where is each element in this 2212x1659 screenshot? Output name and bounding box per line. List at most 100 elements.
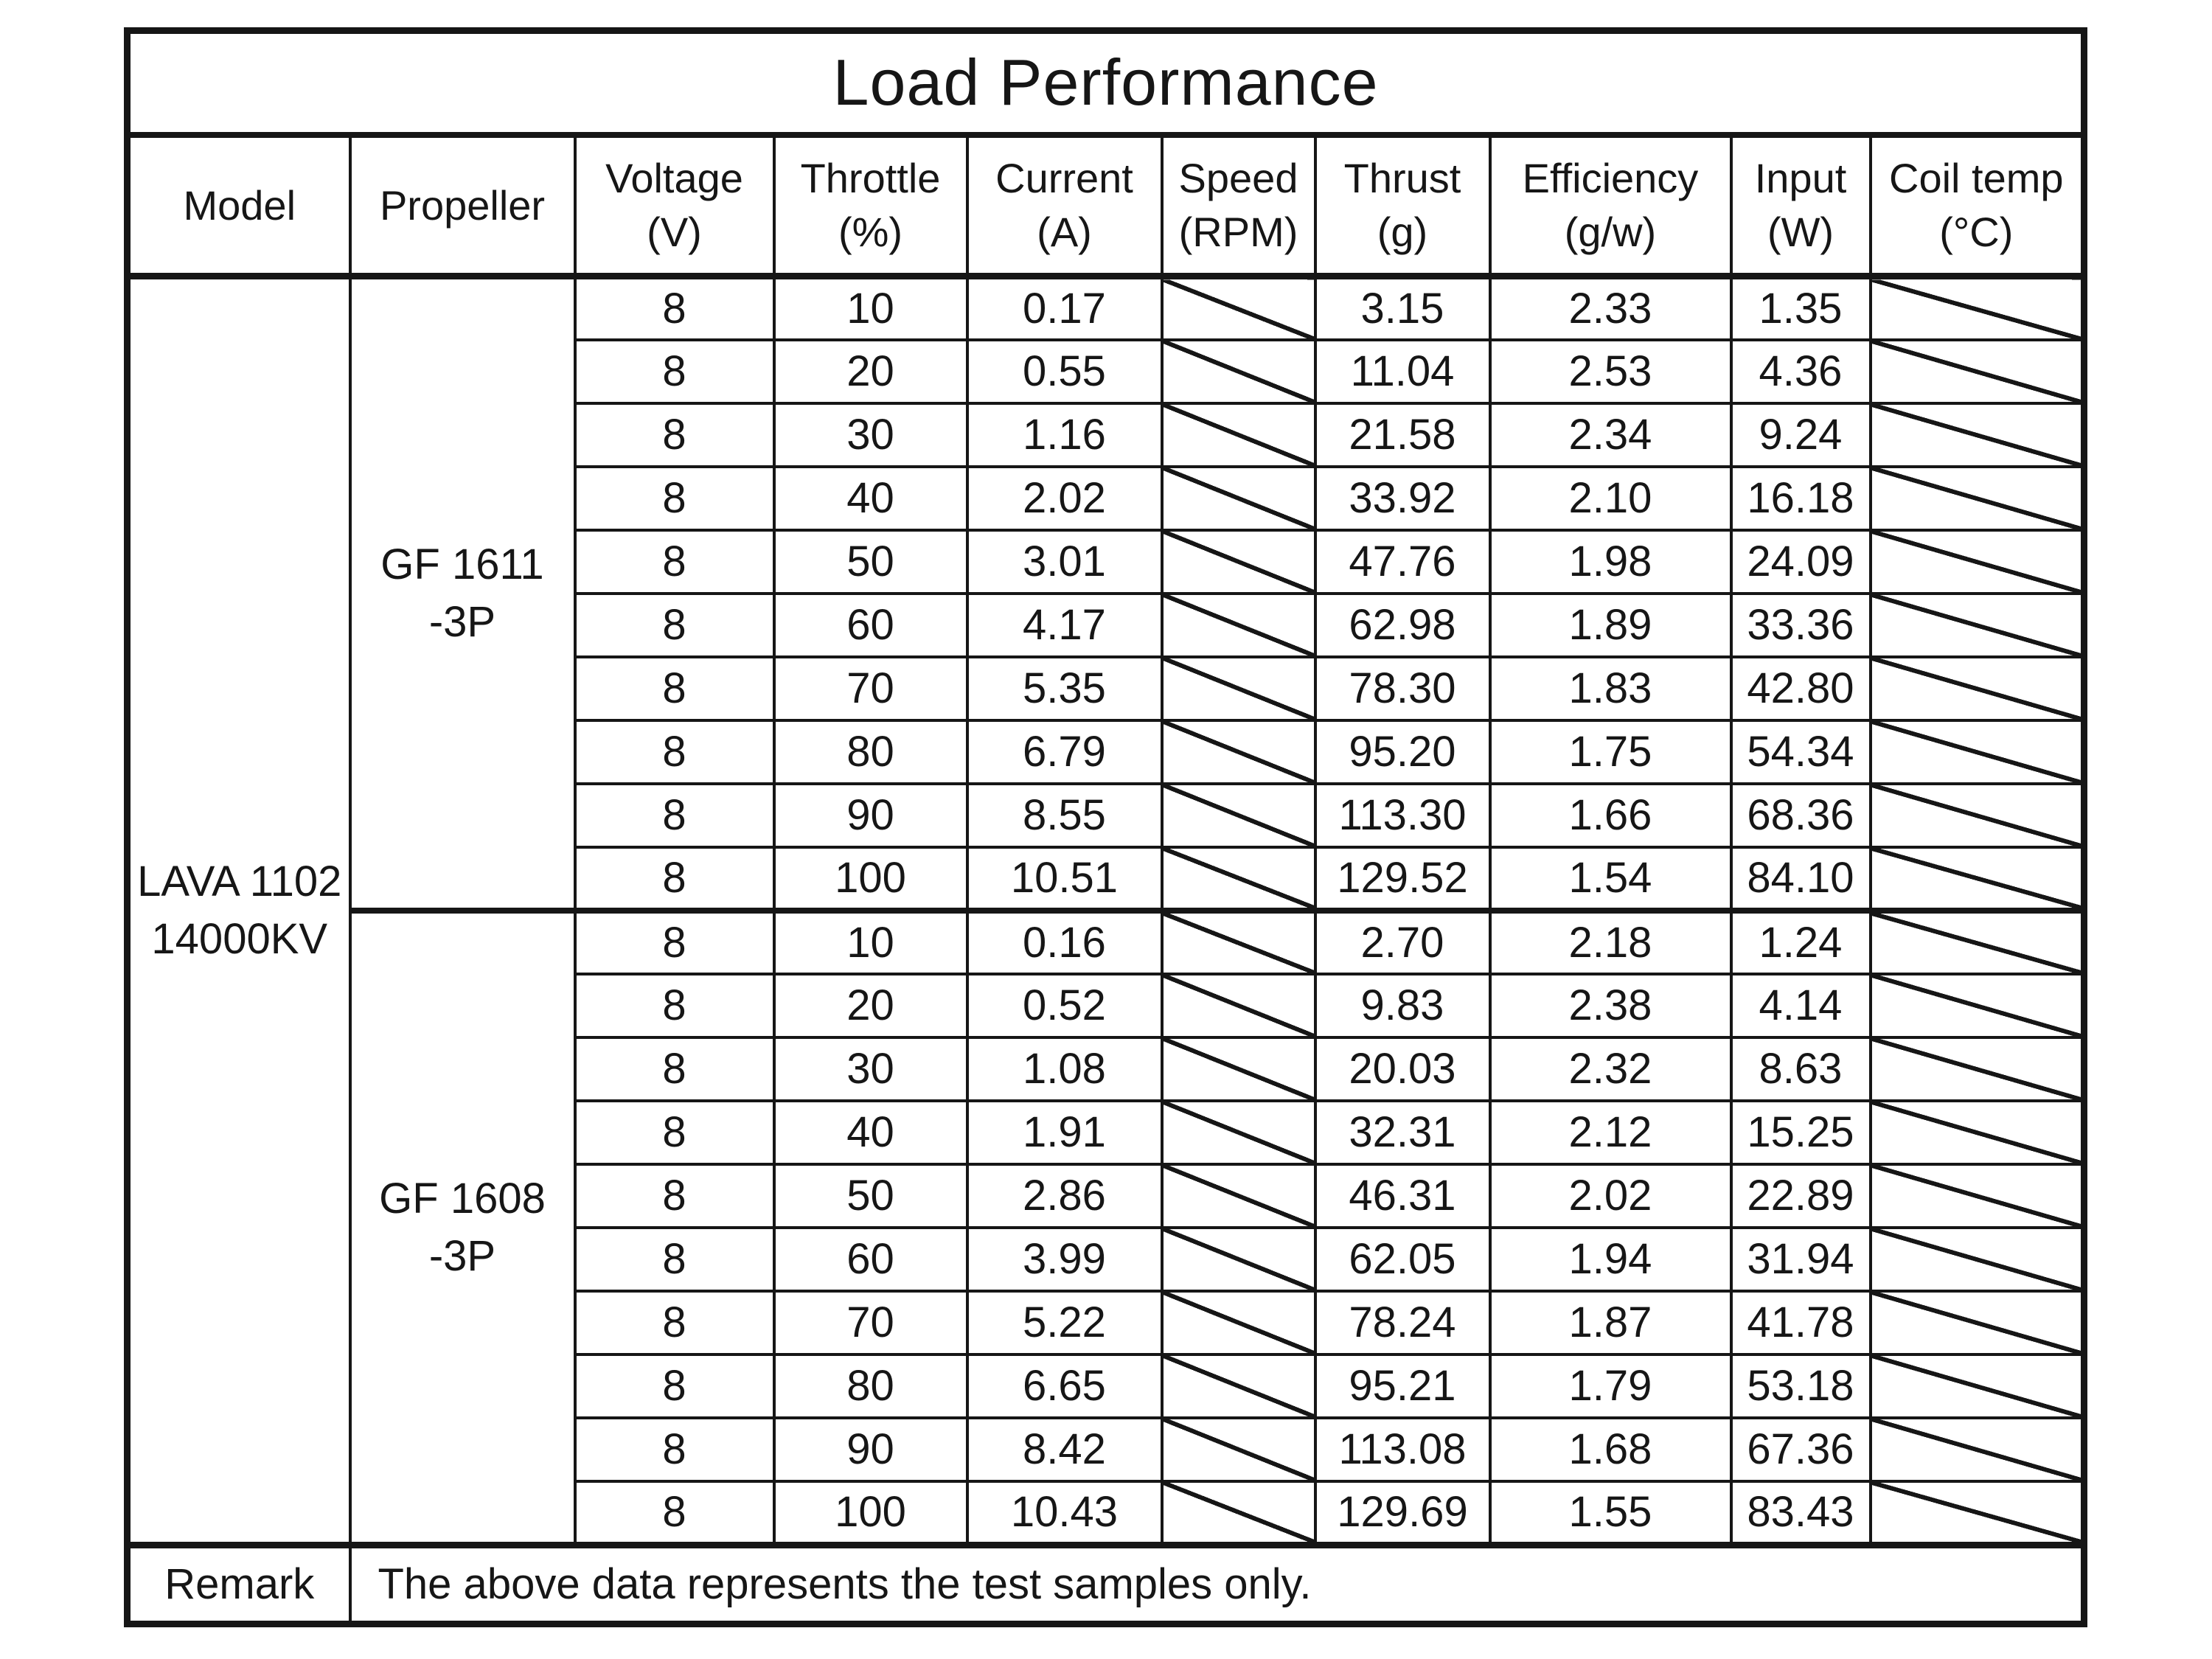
table-row: GF 1608 -3P 8 10 0.16 2.70 2.18 1.24 (128, 907, 2086, 1547)
voltage-cell: 8 (573, 718, 776, 785)
thrust-cell: 95.21 (1313, 1353, 1492, 1420)
speed-cell-crossed (1160, 1353, 1317, 1420)
propeller-line1: GF 1608 (379, 1174, 546, 1222)
remark-text: The above data represents the test sampl… (348, 1541, 2086, 1626)
throttle-cell: 10 (772, 907, 969, 975)
header-unit: (W) (1767, 209, 1834, 256)
table-row: 8 90 8.42 113.08 1.68 67.36 (128, 1416, 2086, 1484)
page-title: Load Performance (125, 29, 2086, 138)
efficiency-cell: 1.66 (1488, 782, 1733, 849)
table-row: 8 70 5.35 78.30 1.83 42.80 (128, 655, 2086, 722)
voltage-cell: 8 (573, 782, 776, 849)
current-cell: 1.08 (965, 1036, 1164, 1103)
input-cell: 68.36 (1729, 782, 1872, 849)
coil-temp-cell-crossed (1868, 1099, 2086, 1166)
speed-cell-crossed (1160, 655, 1317, 722)
throttle-cell: 60 (772, 591, 969, 658)
voltage-cell: 8 (573, 1226, 776, 1293)
input-cell: 15.25 (1729, 1099, 1872, 1166)
coil-temp-cell-crossed (1868, 274, 2086, 341)
header-label: Speed (1178, 155, 1298, 202)
current-cell: 5.22 (965, 1290, 1164, 1357)
current-cell: 4.17 (965, 591, 1164, 658)
coil-temp-cell-crossed (1868, 718, 2086, 785)
voltage-cell: 8 (573, 845, 776, 912)
table-row: 8 20 0.55 11.04 2.53 4.36 (128, 338, 2086, 405)
header-propeller: Propeller (348, 133, 577, 280)
coil-temp-cell-crossed (1868, 1416, 2086, 1484)
efficiency-cell: 2.12 (1488, 1099, 1733, 1166)
voltage-cell: 8 (573, 465, 776, 532)
header-coil-temp: Coil temp (°C) (1868, 133, 2086, 280)
header-row: Model Propeller Voltage (V) Throttle (%) C… (125, 133, 2086, 280)
voltage-cell: 8 (573, 1290, 776, 1357)
voltage-cell: 8 (573, 1480, 776, 1547)
efficiency-cell: 1.54 (1488, 845, 1733, 912)
current-cell: 3.01 (965, 528, 1164, 595)
efficiency-cell: 2.34 (1488, 401, 1733, 468)
propeller-cell: GF 1608 -3P (348, 907, 577, 1547)
header-unit: (g/w) (1564, 209, 1657, 256)
current-cell: 8.42 (965, 1416, 1164, 1484)
throttle-cell: 90 (772, 782, 969, 849)
input-cell: 22.89 (1729, 1163, 1872, 1230)
throttle-cell: 100 (772, 845, 969, 912)
header-label: Efficiency (1522, 155, 1699, 202)
coil-temp-cell-crossed (1868, 845, 2086, 912)
thrust-cell: 2.70 (1313, 907, 1492, 975)
speed-cell-crossed (1160, 1036, 1317, 1103)
coil-temp-cell-crossed (1868, 1290, 2086, 1357)
coil-temp-cell-crossed (1868, 401, 2086, 468)
header-current: Current (A) (965, 133, 1164, 280)
table-row: 8 40 1.91 32.31 2.12 15.25 (128, 1099, 2086, 1166)
propeller-line1: GF 1611 (380, 540, 544, 588)
input-cell: 1.35 (1729, 274, 1872, 341)
input-cell: 33.36 (1729, 591, 1872, 658)
input-cell: 84.10 (1729, 845, 1872, 912)
coil-temp-cell-crossed (1868, 1226, 2086, 1293)
thrust-cell: 62.05 (1313, 1226, 1492, 1293)
voltage-cell: 8 (573, 1416, 776, 1484)
current-cell: 6.79 (965, 718, 1164, 785)
thrust-cell: 3.15 (1313, 274, 1492, 341)
current-cell: 10.43 (965, 1480, 1164, 1547)
speed-cell-crossed (1160, 591, 1317, 658)
header-unit: (%) (838, 209, 903, 256)
header-unit: (V) (647, 209, 702, 256)
current-cell: 0.52 (965, 972, 1164, 1040)
throttle-cell: 100 (772, 1480, 969, 1547)
voltage-cell: 8 (573, 1163, 776, 1230)
current-cell: 6.65 (965, 1353, 1164, 1420)
thrust-cell: 129.69 (1313, 1480, 1492, 1547)
header-label: Current (995, 155, 1133, 202)
header-throttle: Throttle (%) (772, 133, 969, 280)
speed-cell-crossed (1160, 1226, 1317, 1293)
speed-cell-crossed (1160, 782, 1317, 849)
coil-temp-cell-crossed (1868, 972, 2086, 1040)
current-cell: 10.51 (965, 845, 1164, 912)
table-row: 8 30 1.16 21.58 2.34 9.24 (128, 401, 2086, 468)
throttle-cell: 30 (772, 401, 969, 468)
efficiency-cell: 2.18 (1488, 907, 1733, 975)
voltage-cell: 8 (573, 528, 776, 595)
speed-cell-crossed (1160, 465, 1317, 532)
voltage-cell: 8 (573, 401, 776, 468)
throttle-cell: 50 (772, 1163, 969, 1230)
speed-cell-crossed (1160, 338, 1317, 405)
efficiency-cell: 1.83 (1488, 655, 1733, 722)
speed-cell-crossed (1160, 1290, 1317, 1357)
input-cell: 31.94 (1729, 1226, 1872, 1293)
efficiency-cell: 2.02 (1488, 1163, 1733, 1230)
thrust-cell: 129.52 (1313, 845, 1492, 912)
throttle-cell: 10 (772, 274, 969, 341)
speed-cell-crossed (1160, 718, 1317, 785)
thrust-cell: 78.24 (1313, 1290, 1492, 1357)
current-cell: 0.55 (965, 338, 1164, 405)
speed-cell-crossed (1160, 528, 1317, 595)
voltage-cell: 8 (573, 1353, 776, 1420)
propeller-line2: -3P (428, 598, 496, 647)
speed-cell-crossed (1160, 401, 1317, 468)
header-label: Thrust (1343, 155, 1461, 202)
throttle-cell: 30 (772, 1036, 969, 1103)
efficiency-cell: 2.38 (1488, 972, 1733, 1040)
